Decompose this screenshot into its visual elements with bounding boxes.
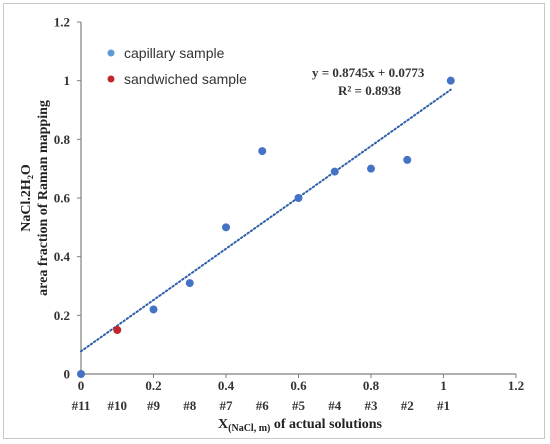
sample-label: #8 — [183, 398, 197, 413]
x-axis-title-sub: (NaCl, m) — [228, 423, 270, 434]
capillary-point — [446, 76, 455, 85]
capillary-point — [149, 305, 158, 314]
sandwiched-point — [113, 326, 122, 334]
legend-label-sandwiched: sandwiched sample — [124, 71, 247, 87]
legend-label-capillary: capillary sample — [124, 45, 225, 61]
x-axis-title-rest: of actual solutions — [270, 417, 382, 432]
x-tick-label: 0.8 — [363, 378, 380, 393]
x-tick-label: 1.2 — [508, 378, 524, 393]
legend-marker-capillary — [107, 49, 115, 57]
capillary-point — [185, 279, 194, 288]
sample-label: #2 — [401, 398, 414, 413]
x-axis-title-main: X — [218, 417, 228, 432]
trendline-group — [80, 88, 452, 353]
x-tick-label: 0.6 — [290, 378, 307, 393]
trendline-equation: y = 0.8745x + 0.0773 — [312, 65, 425, 80]
y-tick-label: 1.2 — [54, 15, 70, 30]
capillary-point — [294, 194, 303, 202]
capillary-point — [258, 147, 267, 156]
capillary-point — [222, 223, 230, 232]
y-tick-label: 0.8 — [54, 132, 71, 147]
x-tick-label: 0.4 — [218, 378, 235, 393]
sample-label: #3 — [365, 398, 379, 413]
y-tick-label: 0.2 — [54, 308, 70, 323]
sample-label: #5 — [292, 398, 306, 413]
legend-marker-sandwiched — [107, 75, 115, 83]
capillary-point — [403, 155, 412, 164]
y-tick-label: 1 — [64, 73, 71, 88]
x-axis-title: X(NaCl, m) of actual solutions — [218, 417, 383, 434]
sample-label: #9 — [147, 398, 161, 413]
y-axis-title-line1: NaCl.2H₂O — [19, 164, 34, 232]
capillary-point — [367, 164, 375, 173]
legend: capillary sample sandwiched sample — [107, 45, 247, 87]
trendline — [80, 88, 452, 353]
x-tick-label: 1 — [440, 378, 447, 393]
sample-label: #6 — [256, 398, 270, 413]
y-tick-label: 0 — [64, 367, 71, 382]
trendline-r-squared: R² = 0.8938 — [338, 83, 401, 98]
y-tick-label: 0.6 — [54, 191, 71, 206]
x-tick-label: 0 — [78, 378, 85, 393]
capillary-point — [77, 370, 85, 378]
sample-label: #1 — [437, 398, 450, 413]
y-axis-title-line2: area fraction of Raman mapping — [36, 100, 51, 296]
sample-label: #4 — [328, 398, 342, 413]
sample-label: #10 — [108, 398, 128, 413]
data-points — [77, 76, 455, 378]
sample-label: #11 — [72, 398, 91, 413]
y-tick-label: 0.4 — [54, 249, 71, 264]
sample-label: #7 — [220, 398, 234, 413]
ticks: 0 0.2 0.4 0.6 0.8 1 1.2 0 0.2 0.4 0.6 0.8 1 1.2 #11 #10… — [54, 15, 524, 414]
capillary-point — [330, 167, 339, 176]
chart-frame — [3, 3, 545, 439]
x-tick-label: 0.2 — [145, 378, 161, 393]
